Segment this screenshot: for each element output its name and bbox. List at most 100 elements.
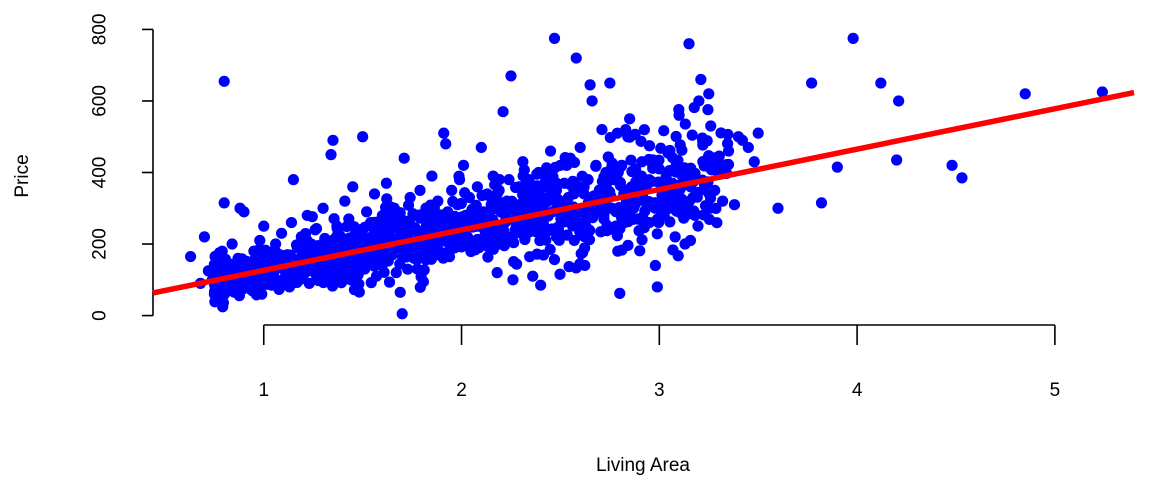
- data-point: [402, 263, 414, 275]
- data-point: [695, 73, 707, 86]
- data-point: [471, 181, 483, 193]
- data-point: [574, 141, 586, 154]
- data-point: [335, 277, 347, 289]
- data-point: [453, 170, 465, 182]
- data-point: [438, 127, 450, 139]
- data-point: [606, 157, 618, 169]
- data-point: [742, 141, 754, 154]
- data-point: [728, 199, 741, 211]
- data-point: [639, 205, 651, 217]
- data-point: [601, 201, 613, 214]
- data-point: [692, 220, 704, 232]
- data-point: [655, 142, 667, 154]
- data-point: [583, 234, 596, 246]
- data-point: [891, 154, 903, 166]
- regression-line: [152, 89, 1135, 296]
- data-point: [478, 207, 491, 219]
- data-point: [614, 179, 627, 192]
- data-point: [956, 172, 968, 184]
- data-point: [544, 145, 557, 157]
- data-point: [702, 104, 714, 116]
- data-point: [537, 195, 550, 208]
- data-point: [638, 124, 650, 136]
- data-point: [540, 234, 552, 246]
- data-point: [681, 206, 694, 219]
- data-point: [618, 216, 631, 229]
- y-axis-label: Price: [12, 154, 33, 197]
- data-points: [184, 32, 1108, 320]
- data-point: [653, 154, 665, 166]
- data-point: [497, 106, 509, 118]
- data-point: [375, 216, 387, 229]
- data-point: [388, 208, 400, 221]
- data-point: [806, 77, 818, 89]
- data-point: [626, 165, 638, 178]
- data-point: [348, 221, 360, 233]
- data-point: [658, 209, 670, 221]
- data-point: [624, 113, 636, 125]
- data-point: [673, 103, 685, 116]
- data-point: [361, 232, 373, 244]
- data-point: [703, 150, 715, 162]
- data-point: [483, 189, 495, 202]
- data-point: [339, 237, 351, 249]
- data-point: [601, 225, 613, 237]
- data-point: [287, 174, 300, 186]
- data-point: [527, 194, 540, 207]
- data-point: [482, 251, 494, 263]
- data-point: [625, 154, 637, 166]
- data-point: [317, 276, 329, 289]
- data-point: [611, 230, 623, 242]
- data-point: [383, 229, 395, 241]
- data-point: [576, 170, 588, 182]
- data-point: [413, 244, 425, 256]
- data-point: [326, 280, 339, 292]
- data-point: [554, 268, 566, 280]
- data-point: [208, 288, 221, 300]
- data-point: [676, 144, 688, 156]
- data-point: [604, 186, 616, 198]
- data-point: [291, 276, 303, 288]
- data-point: [630, 176, 642, 188]
- data-point: [353, 286, 365, 298]
- data-point: [249, 245, 261, 257]
- data-point: [255, 279, 268, 291]
- data-point: [718, 160, 730, 172]
- data-point: [299, 227, 312, 240]
- data-point: [509, 224, 521, 236]
- data-point: [470, 199, 482, 211]
- data-point: [319, 260, 331, 272]
- data-point: [717, 195, 729, 207]
- data-point: [1096, 86, 1108, 98]
- data-point: [275, 227, 288, 239]
- data-point: [418, 264, 430, 276]
- data-point: [946, 159, 958, 171]
- data-point: [649, 259, 661, 272]
- data-point: [471, 234, 483, 246]
- y-axis: 0 200 400 600 800: [90, 14, 154, 321]
- data-point: [568, 188, 580, 200]
- data-point: [381, 193, 393, 205]
- data-point: [457, 159, 470, 171]
- data-point: [505, 70, 517, 82]
- data-point: [649, 202, 661, 214]
- data-point: [657, 201, 670, 213]
- data-point: [249, 253, 261, 265]
- x-tick-label: 1: [258, 380, 269, 401]
- data-point: [772, 202, 784, 214]
- data-point: [651, 281, 663, 293]
- data-point: [666, 200, 678, 212]
- regression-line-group: [152, 89, 1135, 296]
- data-point: [670, 130, 682, 143]
- data-point: [596, 123, 608, 136]
- x-tick-label: 2: [456, 380, 467, 401]
- data-point: [875, 77, 887, 89]
- data-point: [218, 197, 230, 209]
- data-point: [390, 267, 402, 279]
- data-point: [283, 269, 295, 281]
- data-point: [498, 224, 510, 237]
- data-point: [344, 272, 356, 284]
- data-point: [506, 233, 518, 245]
- data-point: [325, 149, 337, 161]
- data-point: [365, 277, 377, 289]
